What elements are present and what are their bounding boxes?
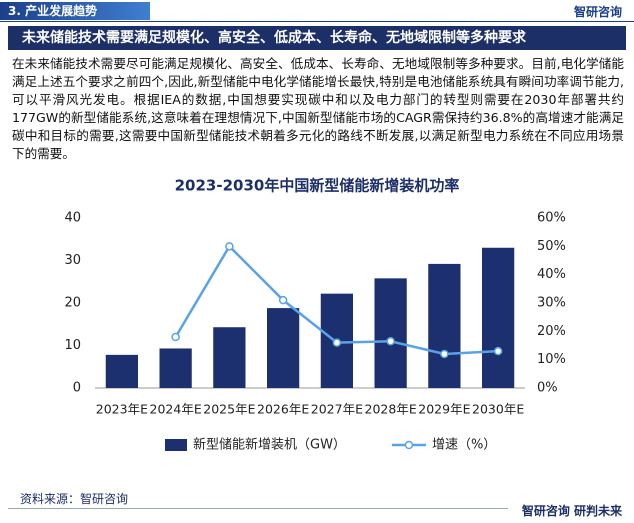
- y-tick-label: 20: [64, 296, 81, 311]
- line-point: [493, 346, 503, 356]
- x-tick-label: 2023年E: [96, 402, 148, 417]
- x-tick-label: 2029年E: [418, 402, 470, 417]
- paragraph: 在未来储能技术需要尽可能满足规模化、高安全、低成本、长寿命、无地域限制等多种要求…: [12, 56, 624, 161]
- line-point: [225, 242, 234, 251]
- x-tick-label: 2024年E: [150, 402, 202, 417]
- legend-swatch: [404, 440, 414, 450]
- line-point: [278, 295, 288, 305]
- line-point: [386, 337, 395, 346]
- y-tick-label: 0: [73, 381, 81, 396]
- legend-swatch: [165, 439, 187, 451]
- bar: [267, 308, 300, 388]
- y2-tick-label: 40%: [537, 267, 566, 282]
- y2-tick-label: 20%: [537, 324, 566, 339]
- bar: [374, 278, 407, 388]
- y2-tick-label: 30%: [537, 296, 566, 311]
- divider: [0, 21, 634, 22]
- heading: 未来储能技术需要满足规模化、高安全、低成本、长寿命、无地域限制等多种要求: [8, 26, 626, 50]
- source: 资料来源：智研咨询: [20, 492, 129, 506]
- x-tick-label: 2028年E: [365, 402, 417, 417]
- legend-label: 新型储能新增装机（GW）: [193, 437, 346, 453]
- y-tick-label: 40: [64, 211, 81, 226]
- chart-title: 2023-2030年中国新型储能新增装机功率: [175, 177, 460, 195]
- x-tick-label: 2027年E: [311, 402, 363, 417]
- logo: 智研咨询: [573, 5, 622, 19]
- divider: [8, 508, 508, 509]
- legend-label: 增速（%）: [432, 438, 496, 453]
- x-tick-label: 2025年E: [203, 402, 255, 417]
- bar: [105, 354, 138, 388]
- bar: [213, 327, 246, 388]
- top-bar: 3. 产业发展趋势 智研咨询: [0, 0, 634, 22]
- line-point: [171, 332, 180, 342]
- x-tick-label: 2026年E: [257, 402, 309, 417]
- footer-logo: 智研咨询 研判未来: [521, 504, 622, 518]
- bar: [428, 263, 461, 388]
- bar: [482, 247, 515, 388]
- y-tick-label: 30: [64, 253, 81, 268]
- bar: [159, 348, 192, 388]
- line-point: [440, 349, 449, 359]
- y2-tick-label: 60%: [537, 211, 566, 226]
- line-point: [332, 338, 342, 347]
- y-tick-label: 10: [64, 338, 81, 353]
- y2-tick-label: 50%: [537, 239, 566, 254]
- y2-tick-label: 10%: [537, 352, 566, 367]
- y2-tick-label: 0%: [537, 381, 558, 396]
- x-tick-label: 2030年E: [472, 402, 524, 417]
- chart: 2023-2030年中国新型储能新增装机功率 0 10 20 30 40 0% 10% 20%…: [64, 177, 566, 453]
- section-tag: 3. 产业发展趋势: [0, 2, 150, 20]
